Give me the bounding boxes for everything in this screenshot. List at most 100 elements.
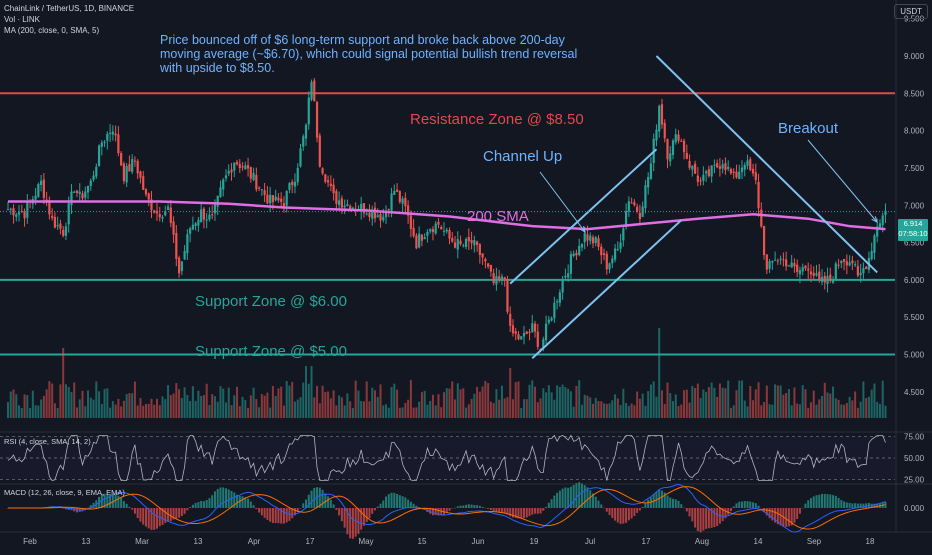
candle-body bbox=[412, 227, 415, 237]
macd-bar bbox=[528, 508, 531, 517]
volume-bar bbox=[558, 386, 561, 418]
candle-body bbox=[84, 191, 87, 198]
macd-bar bbox=[244, 497, 247, 508]
macd-bar bbox=[343, 508, 346, 528]
macd-bar bbox=[702, 508, 705, 531]
macd-bar bbox=[542, 508, 545, 511]
candle-body bbox=[213, 204, 217, 214]
candle-body bbox=[442, 230, 446, 232]
volume-bar bbox=[683, 390, 686, 418]
volume-bar bbox=[263, 395, 266, 418]
volume-bar bbox=[553, 399, 556, 418]
volume-bar bbox=[487, 382, 490, 418]
candle-body bbox=[779, 258, 782, 260]
macd-bar bbox=[539, 508, 542, 514]
volume-bar bbox=[415, 407, 418, 418]
sma-200-line bbox=[8, 200, 886, 231]
candle-body bbox=[244, 165, 247, 170]
candle-body bbox=[122, 163, 125, 182]
volume-bar bbox=[224, 402, 227, 418]
macd-bar bbox=[481, 506, 484, 508]
candle-body bbox=[164, 211, 167, 216]
candle-body bbox=[73, 191, 76, 193]
volume-bar bbox=[81, 390, 84, 418]
candle-body bbox=[798, 270, 802, 275]
volume-bar bbox=[349, 401, 352, 418]
candle-body bbox=[420, 234, 424, 241]
macd-bar bbox=[498, 508, 501, 513]
candle-body bbox=[360, 203, 363, 212]
volume-bar bbox=[523, 399, 526, 418]
macd-bar bbox=[197, 502, 200, 508]
macd-bar bbox=[200, 500, 203, 508]
volume-bar bbox=[211, 394, 214, 418]
macd-bar bbox=[180, 508, 183, 517]
candle-body bbox=[285, 191, 288, 206]
macd-bar bbox=[230, 490, 233, 508]
macd-bar bbox=[150, 508, 153, 530]
candle-body bbox=[724, 163, 727, 171]
candle-body bbox=[500, 276, 504, 281]
candle-body bbox=[362, 203, 366, 214]
x-tick-label: Aug bbox=[695, 537, 709, 546]
volume-bar bbox=[616, 398, 619, 418]
macd-bar bbox=[122, 501, 125, 508]
volume-bar bbox=[313, 397, 316, 418]
candle-body bbox=[346, 204, 349, 206]
candle-body bbox=[785, 259, 788, 267]
candle-body bbox=[390, 193, 393, 211]
volume-bar bbox=[158, 405, 161, 418]
volume-bar bbox=[56, 407, 59, 418]
volume-bar bbox=[757, 382, 760, 418]
candle-body bbox=[189, 228, 192, 234]
candle-body bbox=[865, 266, 868, 270]
macd-bar bbox=[167, 508, 170, 522]
volume-bar bbox=[782, 394, 785, 418]
macd-bar bbox=[818, 494, 821, 508]
volume-bar bbox=[547, 385, 550, 418]
volume-bar bbox=[509, 368, 512, 418]
macd-bar bbox=[859, 503, 862, 508]
macd-bar bbox=[837, 497, 840, 508]
volume-bar bbox=[282, 405, 285, 418]
candle-body bbox=[9, 208, 12, 210]
macd-bar bbox=[843, 501, 846, 508]
candle-body bbox=[776, 260, 779, 262]
candle-body bbox=[431, 229, 435, 233]
macd-bar bbox=[696, 508, 699, 532]
candle-body bbox=[878, 223, 882, 229]
candle-body bbox=[705, 171, 708, 174]
breakout-label: Breakout bbox=[778, 120, 839, 137]
volume-bar bbox=[111, 401, 114, 418]
volume-bar bbox=[812, 390, 815, 418]
macd-bar bbox=[467, 504, 470, 508]
candle-body bbox=[600, 246, 603, 256]
volume-bar bbox=[694, 388, 697, 418]
volume-bar bbox=[332, 390, 335, 418]
macd-bar bbox=[672, 498, 675, 508]
macd-bar bbox=[506, 508, 509, 515]
volume-bar bbox=[859, 401, 862, 418]
candle-body bbox=[682, 140, 686, 153]
candle-body bbox=[616, 249, 619, 251]
macd-bar bbox=[666, 495, 669, 508]
currency-button[interactable]: USDT bbox=[894, 4, 928, 19]
macd-bar bbox=[175, 508, 178, 519]
candle-body bbox=[260, 189, 263, 191]
macd-bar bbox=[804, 503, 807, 508]
macd-bar bbox=[834, 495, 837, 508]
macd-bar bbox=[826, 494, 829, 508]
candle-body bbox=[139, 171, 142, 178]
candle-body bbox=[133, 160, 137, 162]
candle-body bbox=[693, 163, 697, 174]
macd-bar bbox=[310, 490, 313, 508]
macd-bar bbox=[536, 508, 539, 514]
volume-bar bbox=[45, 389, 48, 418]
volume-bar bbox=[796, 403, 799, 418]
candle-body bbox=[622, 228, 625, 241]
y-tick-label: 9.000 bbox=[904, 52, 925, 61]
x-tick-label: 15 bbox=[418, 537, 427, 546]
volume-bar bbox=[136, 405, 139, 418]
candle-body bbox=[762, 226, 766, 255]
volume-bar bbox=[379, 384, 382, 418]
